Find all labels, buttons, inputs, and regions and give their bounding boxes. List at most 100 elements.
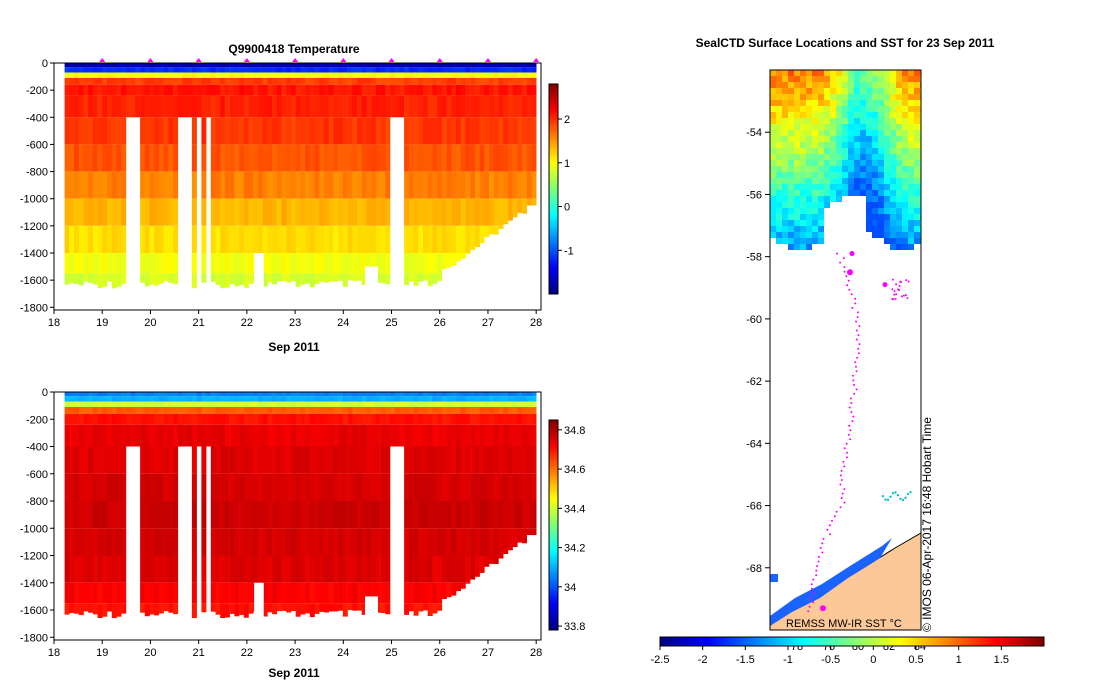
field-cell — [404, 528, 410, 556]
field-cell — [69, 171, 75, 199]
y-tick-label: -400 — [26, 442, 48, 454]
field-cell — [526, 413, 532, 425]
field-cell — [206, 396, 212, 402]
field-cell — [460, 72, 466, 78]
field-cell — [526, 67, 532, 73]
field-cell — [258, 171, 263, 199]
field-cell — [324, 77, 329, 85]
sst-cell — [806, 142, 812, 148]
field-cell — [441, 63, 447, 68]
field-cell — [446, 77, 452, 85]
field-cell — [446, 473, 452, 502]
field-cell — [107, 84, 112, 96]
lat-tick-label: -68 — [746, 563, 762, 575]
field-cell — [229, 501, 235, 529]
field-cell — [347, 407, 353, 414]
field-cell — [319, 603, 325, 612]
field-cell — [291, 407, 296, 414]
sst-cell — [890, 196, 896, 202]
field-cell — [507, 144, 513, 172]
field-cell — [243, 63, 249, 68]
field-cell — [347, 77, 353, 85]
field-cell — [102, 77, 108, 85]
field-cell — [69, 144, 75, 172]
field-cell — [522, 413, 527, 425]
sst-cell — [812, 112, 818, 118]
field-cell — [437, 253, 443, 274]
field-cell — [437, 77, 443, 85]
field-cell — [404, 396, 410, 402]
field-cell — [253, 171, 259, 199]
field-cell — [427, 413, 433, 425]
field-cell — [418, 198, 424, 226]
temperature-axes: 0-200-400-600-800-1000-1200-1400-1600-18… — [20, 58, 542, 329]
sst-cell — [848, 190, 854, 196]
sst-cell — [842, 136, 848, 142]
field-cell — [352, 144, 358, 172]
field-cell — [163, 528, 169, 556]
field-cell — [465, 95, 471, 118]
field-cell — [437, 171, 443, 199]
sst-cell — [806, 208, 812, 214]
sst-cell — [782, 190, 788, 196]
lat-tick-label: -64 — [746, 438, 762, 450]
sst-cell — [824, 148, 830, 154]
field-cell — [404, 424, 410, 447]
ice-edge-sst — [896, 493, 900, 497]
field-cell — [168, 72, 174, 78]
sst-cell — [788, 184, 794, 190]
sst-cell — [782, 142, 788, 148]
sst-cell — [878, 94, 884, 100]
field-cell — [295, 171, 301, 199]
sst-cell — [896, 94, 902, 100]
sst-cell — [872, 148, 878, 154]
field-cell — [361, 392, 367, 397]
sst-cell — [860, 118, 866, 124]
sst-cell — [890, 232, 896, 238]
sst-cell — [818, 238, 824, 244]
field-cell — [375, 67, 381, 73]
sst-cell — [812, 196, 818, 202]
field-cell — [295, 67, 301, 73]
field-cell — [446, 144, 452, 172]
field-cell — [418, 171, 424, 199]
field-cell — [92, 501, 98, 529]
field-cell — [451, 473, 457, 502]
field-cell — [69, 501, 75, 529]
sst-cell — [800, 178, 806, 184]
field-cell — [517, 413, 523, 425]
sst-cell — [806, 196, 812, 202]
field-cell — [163, 171, 169, 199]
ice-edge-sst — [894, 491, 897, 494]
seal-location — [892, 298, 895, 301]
field-cell — [121, 117, 127, 145]
field-cell — [64, 253, 70, 274]
sst-cell — [902, 190, 908, 196]
field-cell — [191, 171, 197, 199]
field-cell — [239, 171, 245, 199]
field-cell — [196, 424, 202, 447]
sst-cell — [806, 226, 812, 232]
field-cell — [366, 413, 372, 425]
seal-location — [818, 556, 820, 558]
sst-cell — [902, 106, 908, 112]
field-cell — [441, 446, 447, 474]
field-cell — [295, 528, 301, 556]
field-cell — [380, 603, 386, 613]
sst-cell — [806, 238, 812, 244]
field-cell — [78, 171, 84, 199]
field-cell — [272, 396, 278, 402]
field-cell — [291, 501, 296, 529]
sst-cell — [860, 172, 866, 178]
sst-cell — [782, 118, 788, 124]
field-cell — [229, 413, 235, 425]
x-tick-label: 26 — [434, 317, 446, 329]
field-cell — [173, 67, 179, 73]
field-cell — [357, 603, 362, 611]
sst-cell — [902, 202, 908, 208]
field-cell — [427, 225, 433, 253]
field-cell — [224, 407, 230, 414]
sst-cell — [794, 190, 800, 196]
field-cell — [83, 253, 89, 274]
sst-cell — [854, 172, 860, 178]
